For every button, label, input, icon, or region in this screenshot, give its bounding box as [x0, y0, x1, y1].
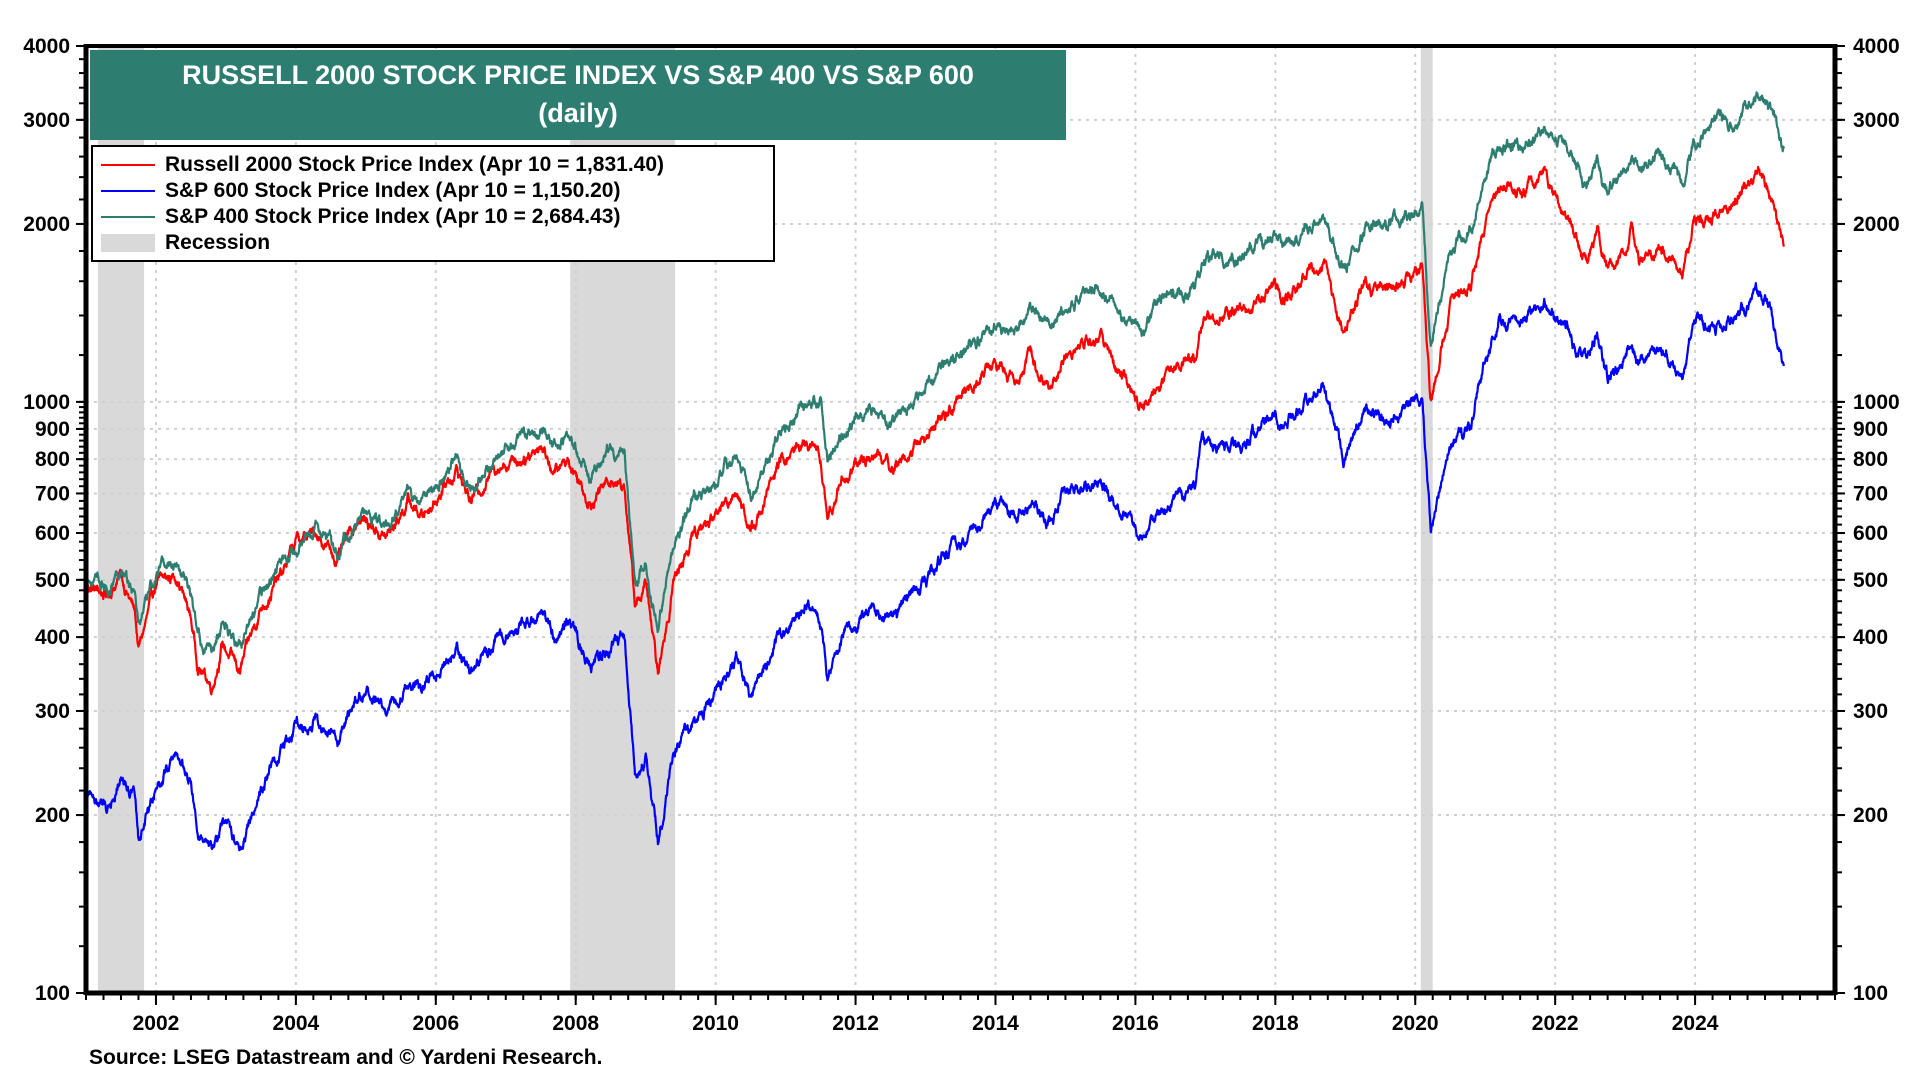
recession-band-3 — [1420, 46, 1433, 993]
legend-swatch-recession — [101, 234, 155, 252]
legend-item-russell-2000: Russell 2000 Stock Price Index (Apr 10 =… — [101, 152, 664, 178]
x-tick-label: 2002 — [133, 1012, 180, 1035]
tick-label-layer: 100 100 200 200 300 300 400 400 500 500 600 600 700 7… — [23, 35, 1899, 1035]
legend-item-sp-600: S&P 600 Stock Price Index (Apr 10 = 1,15… — [101, 178, 620, 204]
x-tick-label: 2016 — [1112, 1012, 1159, 1035]
y-tick-label-right: 500 — [1853, 569, 1888, 592]
legend-label-recession: Recession — [165, 231, 271, 254]
y-tick-label-right: 600 — [1853, 522, 1888, 545]
y-tick-label-right: 400 — [1853, 626, 1888, 649]
legend-swatch-sp-600 — [101, 190, 155, 192]
chart-title: RUSSELL 2000 STOCK PRICE INDEX VS S&P 40… — [182, 60, 974, 90]
legend-swatch-sp-400 — [101, 216, 155, 218]
source-note: Source: LSEG Datastream and © Yardeni Re… — [89, 1046, 603, 1069]
series-line-russell-2000-stock-price-index — [84, 165, 1785, 696]
y-tick-label-left: 200 — [35, 804, 70, 827]
y-tick-label-right: 2000 — [1853, 213, 1900, 236]
legend-item-sp-400: S&P 400 Stock Price Index (Apr 10 = 2,68… — [101, 204, 620, 230]
series-line-s-p-600-stock-price-index — [84, 282, 1785, 852]
x-tick-label: 2024 — [1672, 1012, 1719, 1035]
y-tick-label-left: 2000 — [23, 213, 70, 236]
legend-label-russell-2000: Russell 2000 Stock Price Index (Apr 10 =… — [165, 153, 665, 176]
x-tick-label: 2010 — [692, 1012, 739, 1035]
x-tick-label: 2004 — [273, 1012, 320, 1035]
y-tick-label-right: 100 — [1853, 982, 1888, 1005]
y-tick-label-right: 3000 — [1853, 109, 1900, 132]
y-tick-label-right: 800 — [1853, 448, 1888, 471]
x-tick-label: 2014 — [972, 1012, 1019, 1035]
x-tick-label: 2012 — [832, 1012, 879, 1035]
y-tick-label-left: 3000 — [23, 109, 70, 132]
y-tick-label-left: 4000 — [23, 35, 70, 58]
chart-subtitle: (daily) — [538, 98, 618, 128]
y-tick-label-right: 200 — [1853, 804, 1888, 827]
y-tick-label-left: 100 — [35, 982, 70, 1005]
x-tick-label: 2006 — [412, 1012, 459, 1035]
series-line-s-p-400-stock-price-index — [84, 91, 1785, 656]
y-tick-label-right: 700 — [1853, 482, 1888, 505]
legend-swatch-russell-2000 — [101, 164, 155, 166]
x-tick-label: 2008 — [552, 1012, 599, 1035]
grid-layer — [86, 46, 1835, 993]
y-tick-label-left: 1000 — [23, 391, 70, 414]
y-tick-label-left: 600 — [35, 522, 70, 545]
x-tick-label: 2022 — [1532, 1012, 1579, 1035]
y-tick-label-left: 900 — [35, 418, 70, 441]
axis-layer — [76, 44, 1845, 1005]
y-tick-label-left: 400 — [35, 626, 70, 649]
y-tick-label-right: 4000 — [1853, 35, 1900, 58]
y-tick-label-right: 300 — [1853, 700, 1888, 723]
legend-label-sp-400: S&P 400 Stock Price Index (Apr 10 = 2,68… — [165, 205, 621, 228]
chart-title-box: RUSSELL 2000 STOCK PRICE INDEX VS S&P 40… — [90, 50, 1066, 140]
y-tick-label-left: 800 — [35, 448, 70, 471]
series-layer — [84, 91, 1785, 852]
legend: Russell 2000 Stock Price Index (Apr 10 =… — [91, 145, 775, 262]
y-tick-label-right: 900 — [1853, 418, 1888, 441]
legend-item-recession: Recession — [101, 230, 270, 256]
y-tick-label-left: 300 — [35, 700, 70, 723]
x-tick-label: 2018 — [1252, 1012, 1299, 1035]
x-tick-label: 2020 — [1392, 1012, 1439, 1035]
y-tick-label-left: 700 — [35, 482, 70, 505]
y-tick-label-right: 1000 — [1853, 391, 1900, 414]
legend-label-sp-600: S&P 600 Stock Price Index (Apr 10 = 1,15… — [165, 179, 621, 202]
y-tick-label-left: 500 — [35, 569, 70, 592]
